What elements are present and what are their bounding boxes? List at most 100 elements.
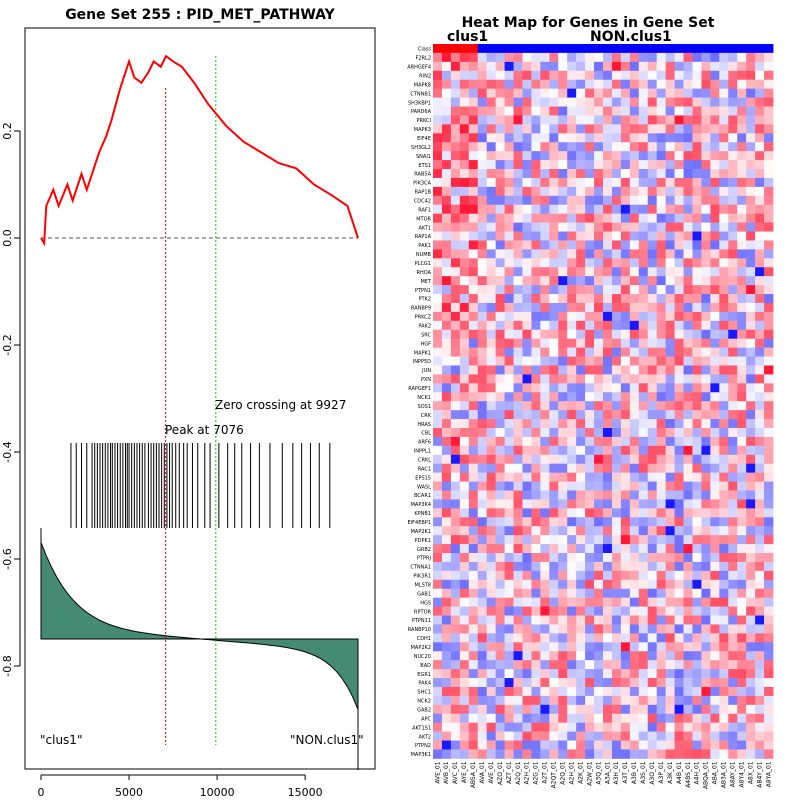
heatmap-cell [495,97,505,107]
heatmap-cell [504,436,514,447]
heatmap-cell [603,401,613,411]
heatmap-cell [495,311,505,322]
heatmap-cell [638,722,649,733]
heatmap-cell [450,258,461,268]
heatmap-cell [567,338,577,349]
heatmap-cell [701,410,711,420]
heatmap-cell [692,597,702,607]
heatmap-cell [603,579,613,590]
heatmap-cell [450,401,461,411]
heatmap-cell [531,454,541,465]
heatmap-cell [647,61,658,72]
heatmap-cell [719,633,729,643]
heatmap-cell [540,347,550,357]
heatmap-cell [504,678,514,688]
heatmap-cell [755,615,765,625]
heatmap-cell [459,61,470,72]
heatmap-cell [522,177,532,188]
heatmap-cell [585,249,595,259]
heatmap-cell [558,267,568,277]
heatmap-cell [629,597,640,607]
heatmap-cell [522,302,532,313]
sample-label: AVE_01 [488,761,495,783]
heatmap-cell [594,133,604,143]
heatmap-cell [647,347,658,357]
heatmap-cell [441,535,452,545]
heatmap-cell [441,222,452,232]
heatmap-cell [737,365,747,375]
heatmap-cell [764,392,774,402]
heatmap-cell [728,285,738,295]
heatmap-cell [683,249,693,259]
heatmap-cell [647,258,658,268]
heatmap-cell [603,535,613,545]
heatmap-cell [656,597,667,607]
heatmap-cell [576,151,586,161]
heatmap-cell [540,338,550,349]
sample-label: AVC_01 [452,761,459,784]
heatmap-cell [513,258,523,268]
heatmap-cell [737,436,747,447]
heatmap-cell [585,499,595,509]
heatmap-cell [477,61,488,72]
heatmap-cell [477,320,488,331]
heatmap-cell [603,695,613,706]
heatmap-cell [603,347,613,357]
heatmap-cell [450,338,461,349]
heatmap-cell [522,240,532,250]
heatmap-cell [549,642,559,652]
heatmap-cell [576,615,586,625]
heatmap-cell [764,553,774,563]
heatmap-cell [486,660,497,670]
heatmap-cell [603,642,613,652]
heatmap-cell [585,544,595,554]
heatmap-cell [638,401,649,411]
heatmap-cell [674,410,684,420]
heatmap-cell [522,285,532,295]
heatmap-cell [594,410,604,420]
heatmap-cell [531,115,541,125]
heatmap-cell [719,660,729,670]
heatmap-cell [638,240,649,250]
heatmap-cell [576,204,586,215]
heatmap-cell [692,186,702,197]
heatmap-cell [656,713,667,724]
heatmap-cell [674,151,684,161]
heatmap-cell [441,463,452,474]
heatmap-cell [450,374,461,384]
heatmap-cell [746,392,756,402]
heatmap-cell [638,285,649,295]
heatmap-cell [629,633,640,643]
heatmap-cell [728,579,738,590]
heatmap-cell [450,365,461,375]
heatmap-cell [522,410,532,420]
sample-label: AVE_01 [434,761,441,783]
heatmap-panel: Heat Map for Genes in Gene Set clus1 NON… [407,15,774,789]
heatmap-cell [522,258,532,268]
heatmap-cell [433,472,443,482]
heatmap-cell [585,472,595,482]
heatmap-cell [746,142,756,152]
heatmap-cell [719,695,729,706]
heatmap-cell [674,213,684,223]
heatmap-cell [620,704,631,715]
heatmap-cell [629,722,640,733]
gene-label: INPP5D [413,359,431,365]
sample-label: AVB_01 [443,761,450,784]
heatmap-cell [549,463,559,474]
heatmap-cell [674,294,684,304]
heatmap-cell [603,195,613,206]
heatmap-cell [674,79,684,90]
heatmap-cell [486,615,497,625]
class-cell [719,44,729,53]
heatmap-cell [477,365,488,375]
heatmap-cell [638,588,649,599]
heatmap-cell [611,695,622,706]
heatmap-cell [665,651,675,661]
heatmap-cell [701,579,711,590]
heatmap-cell [433,642,443,652]
heatmap-cell [728,267,738,277]
heatmap-cell [603,633,613,643]
heatmap-cell [522,678,532,688]
heatmap-cell [647,320,658,331]
